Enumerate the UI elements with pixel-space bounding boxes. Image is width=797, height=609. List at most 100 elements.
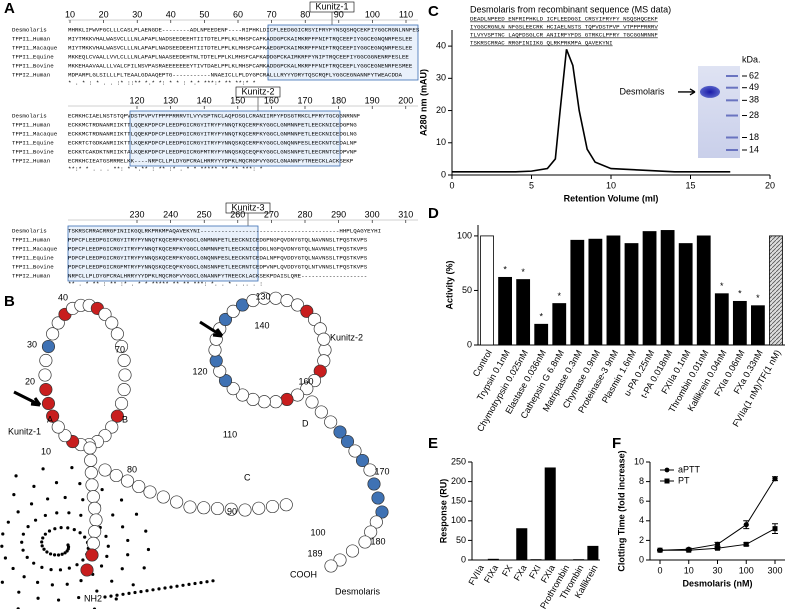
sequence: ECRKHCIEATGSRRRELKK----NRFCLLPLDYGPCRALH…: [68, 158, 354, 165]
signal-dot: [21, 532, 25, 536]
species-name: TFPI1_Bovine: [12, 264, 54, 271]
signal-dot: [54, 481, 59, 485]
residue: [132, 479, 146, 494]
ladder-label: 49: [749, 82, 759, 92]
residue: [85, 478, 99, 492]
signal-dot: [126, 538, 130, 543]
species-name: TFPI2_Human: [12, 158, 50, 165]
residue: [208, 343, 222, 357]
residue: [324, 415, 338, 429]
residue: [252, 501, 266, 515]
ladder-label: 62: [749, 70, 759, 80]
y-tick-label: 0: [467, 339, 472, 349]
species-name: Desmolaris: [12, 113, 47, 120]
residue: [51, 316, 65, 330]
residue: [358, 535, 372, 549]
residue: [46, 409, 60, 423]
signal-dot: [81, 498, 85, 502]
signal-dot: [81, 558, 85, 562]
residue: [364, 525, 378, 539]
terminus: COOH: [290, 569, 317, 579]
signal-dot: [41, 467, 45, 471]
domain-label: Kunitz-3: [231, 202, 264, 212]
bar: [696, 235, 711, 346]
residue-number: 170: [374, 466, 389, 476]
signal-dot: [20, 540, 24, 544]
x-tick-label: 20: [765, 180, 775, 190]
x-tick-label: 10: [606, 180, 616, 190]
residue: [118, 368, 132, 382]
bar: [570, 239, 585, 346]
species-name: TFPI1_Bovine: [12, 63, 54, 70]
signal-dot: [12, 493, 16, 497]
signal-dot: [36, 596, 40, 600]
significance-marker: *: [738, 289, 742, 299]
signal-dot: [0, 544, 4, 548]
signal-dot: [211, 579, 215, 583]
residue: [83, 441, 97, 455]
signal-dot: [67, 511, 71, 515]
ruler-label: 90: [334, 9, 344, 19]
bar: [714, 293, 729, 346]
signal-dot: [110, 579, 114, 583]
residue: [143, 485, 157, 499]
residue: [46, 327, 60, 341]
y-tick-label: 0: [639, 554, 644, 564]
ruler-label: 240: [163, 209, 178, 219]
signal-dot: [131, 583, 135, 587]
y-tick-label: 150: [451, 496, 466, 506]
residue: [89, 513, 103, 527]
x-tick-label: 0: [449, 180, 454, 190]
signal-dot: [193, 581, 197, 586]
residue: [58, 429, 72, 443]
point: [743, 522, 749, 528]
signal-dot: [41, 536, 45, 540]
significance-marker: *: [558, 291, 562, 301]
residue: [109, 468, 123, 483]
residue: [269, 395, 283, 409]
y-axis-label: A280 nm (mAU): [418, 69, 428, 136]
sequence: MKKEQLCVAALLVVLCLLLNLAPAPLNAASEEDEHTNLTD…: [68, 54, 409, 61]
y-tick-label: 50: [456, 535, 466, 545]
legend-marker: [664, 467, 670, 473]
point: [772, 526, 778, 532]
species-name: TFPI2_Human: [12, 273, 50, 280]
residue-number: 180: [370, 536, 385, 546]
ruler-label: 310: [398, 209, 413, 219]
species-name: TFPI2_Human: [12, 72, 50, 79]
ms-sequence: DEADLNPEED ENFRIPHKLD ICFLEEDGGI CRSYIFR…: [470, 16, 658, 23]
sequence: PDFCFLEEDPGICRGFMTRYFYNNQSKQCEQFKYGGCLGN…: [68, 264, 368, 271]
y-axis-label: Activity (%): [444, 260, 454, 309]
x-axis-label: Desmolaris (nM): [682, 578, 752, 588]
residue: [38, 368, 52, 382]
signal-dot: [55, 511, 59, 515]
sequence: MKKEHAAVAALLLVALCFILNSVPASRAEEEEEEEYTIVT…: [68, 63, 413, 70]
ruler-label: 60: [233, 9, 243, 19]
point: [657, 547, 663, 553]
bar: [624, 243, 639, 346]
domain-name: Kunitz-1: [8, 426, 41, 436]
ruler-label: 40: [166, 9, 176, 19]
significance-marker: *: [503, 265, 507, 275]
signal-dot: [48, 552, 53, 556]
signal-dot: [33, 518, 38, 522]
signal-dot: [17, 590, 21, 594]
sequence: TSKRSCRRACRRGFINIIKGQLRKPRKMPAQAVEKYNI--…: [68, 228, 381, 235]
residue: [314, 405, 328, 419]
residue: [110, 327, 124, 341]
signal-dot: [79, 513, 83, 517]
ruler-label: 170: [297, 95, 312, 105]
signal-dot: [58, 568, 63, 572]
residue: [210, 501, 225, 516]
domain-box: [129, 110, 341, 167]
ladder-band: [726, 136, 738, 139]
residue: [290, 298, 305, 312]
signal-dot: [145, 589, 149, 593]
signal-dot: [14, 474, 18, 478]
residue: [120, 474, 135, 488]
residue: [39, 383, 53, 397]
x-tick-label: FIXa: [482, 563, 500, 584]
signal-dot: [16, 510, 20, 514]
residue: [85, 548, 99, 562]
